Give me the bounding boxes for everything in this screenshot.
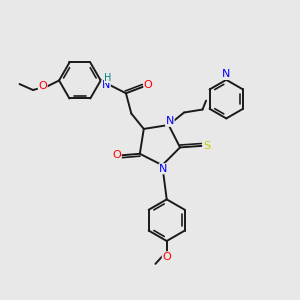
Text: N: N — [102, 80, 110, 90]
Text: O: O — [144, 80, 153, 90]
Text: N: N — [222, 70, 230, 80]
Text: O: O — [38, 81, 47, 92]
Text: O: O — [112, 150, 121, 160]
Text: O: O — [162, 252, 171, 262]
Text: H: H — [104, 73, 112, 82]
Text: N: N — [159, 164, 168, 174]
Text: N: N — [166, 116, 174, 126]
Text: S: S — [203, 141, 210, 151]
